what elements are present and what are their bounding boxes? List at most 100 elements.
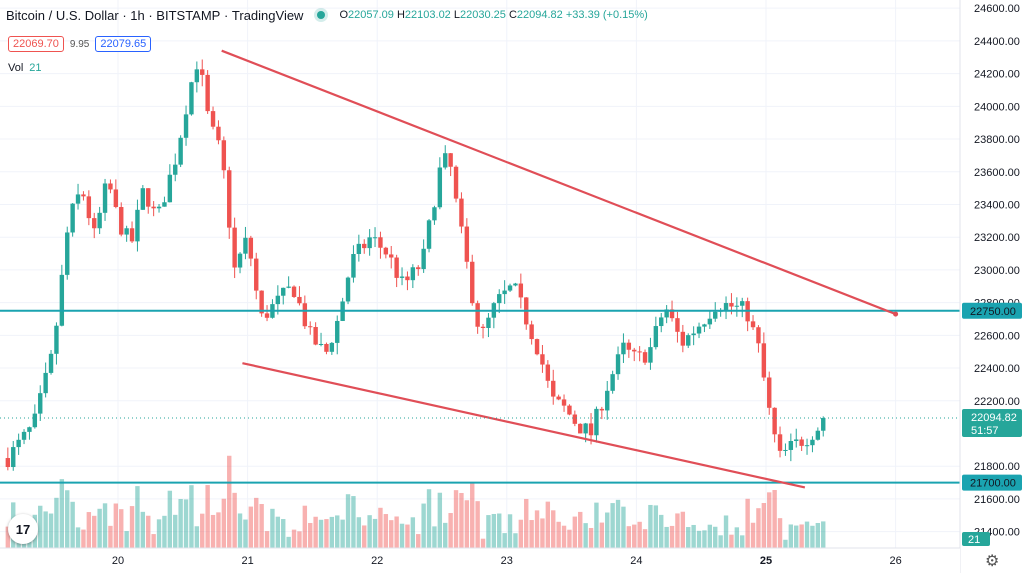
volume-bar [772, 490, 777, 548]
volume-bar [534, 510, 540, 548]
volume-bar [356, 517, 362, 548]
trendline-handle[interactable] [893, 311, 899, 317]
level-price-tag [962, 474, 1022, 491]
volume-value: 21 [29, 62, 42, 74]
candle-body [594, 408, 599, 436]
y-tick-label: 22200.00 [974, 396, 1020, 408]
volume-bar [669, 525, 675, 548]
volume-bar [221, 498, 227, 548]
time-axis[interactable] [0, 548, 960, 573]
candle-body [32, 413, 38, 428]
volume-bar [756, 508, 761, 548]
candle-body [21, 431, 27, 440]
volume-bar [783, 539, 788, 548]
y-tick-label: 23000.00 [974, 265, 1020, 277]
volume-bar [777, 518, 783, 548]
volume-bar [545, 501, 551, 548]
interval-label[interactable]: 1h [130, 7, 145, 23]
buy-price-button[interactable]: 22079.65 [95, 36, 152, 52]
last-price-tag [962, 408, 1022, 437]
volume-bar [70, 501, 75, 548]
candle-body [475, 303, 480, 327]
volume-bar [513, 533, 518, 548]
candle-body [167, 174, 173, 203]
title-separator: · [144, 7, 157, 23]
volume-bar [351, 496, 356, 548]
candle-body [761, 343, 767, 378]
candle-body [178, 137, 183, 165]
volume-bar [718, 535, 723, 548]
candle-body [16, 439, 21, 448]
symbol-title[interactable]: Bitcoin / U.S. Dollar [6, 7, 119, 23]
volume-bar [659, 514, 664, 548]
sell-price-button[interactable]: 22069.70 [8, 36, 64, 52]
volume-bar [340, 519, 345, 548]
volume-bar [437, 492, 443, 548]
volume-bar [59, 479, 65, 548]
candle-body [329, 342, 335, 352]
volume-bar [81, 529, 86, 548]
candle-body [686, 335, 691, 346]
volume-bar [297, 531, 302, 548]
volume-bar [529, 520, 534, 548]
candle-body [140, 188, 146, 210]
volume-bar [119, 509, 124, 548]
x-tick-label: 24 [630, 555, 642, 567]
volume-bar [329, 516, 335, 548]
candle-body [205, 74, 210, 112]
volume-bar [416, 534, 421, 548]
x-tick-label: 22 [371, 555, 383, 567]
candle-body [642, 352, 648, 363]
spread-value: 9.95 [69, 38, 90, 50]
x-tick-label: 25 [760, 555, 772, 567]
bid-ask-panel: 22069.70 9.95 22079.65 [8, 34, 152, 54]
candle-body [459, 198, 464, 227]
candle-body [108, 183, 113, 190]
candle-body [680, 331, 686, 346]
candle-body [313, 327, 318, 345]
candle-body [664, 309, 669, 318]
candle-body [416, 267, 421, 270]
y-tick-label: 21600.00 [974, 494, 1020, 506]
volume-bar [475, 501, 480, 548]
chart-header: Bitcoin / U.S. Dollar · 1h · BITSTAMP · … [6, 6, 648, 24]
candle-body [453, 166, 459, 199]
candle-body [713, 311, 718, 319]
candle-body [540, 354, 545, 365]
candle-body [200, 69, 205, 75]
volume-bar [653, 505, 659, 548]
candle-body [410, 267, 416, 281]
volume-bar [156, 519, 162, 548]
volume-legend[interactable]: Vol 21 [8, 62, 42, 74]
candle-body [156, 206, 162, 209]
level-price-label: 21700.00 [970, 478, 1016, 490]
volume-bar [291, 529, 297, 548]
volume-bar [75, 527, 81, 548]
candle-body [378, 237, 383, 248]
volume-bar [372, 518, 378, 548]
candle-body [605, 390, 610, 411]
volume-bar [146, 515, 151, 548]
gear-icon[interactable]: ⚙ [985, 553, 1000, 570]
volume-bar [621, 506, 626, 548]
candle-body [43, 372, 48, 394]
volume-bar [135, 486, 140, 548]
trendline-lower[interactable] [242, 362, 806, 489]
bar-countdown-label: 51:57 [971, 425, 999, 437]
volume-bar [216, 512, 221, 548]
tradingview-logo-icon[interactable]: 17 [8, 514, 38, 544]
candle-body [216, 126, 221, 141]
candle-body [259, 290, 264, 314]
candle-body [513, 283, 518, 286]
y-tick-label: 21800.00 [974, 461, 1020, 473]
volume-bar [362, 525, 367, 548]
candle-body [275, 295, 281, 305]
volume-bar [38, 505, 43, 548]
candle-body [788, 441, 794, 450]
trendline-upper[interactable] [221, 49, 897, 316]
volume-bar [129, 506, 135, 548]
candle-body [221, 140, 227, 171]
volume-bar [243, 519, 248, 548]
candle-body [345, 277, 351, 302]
